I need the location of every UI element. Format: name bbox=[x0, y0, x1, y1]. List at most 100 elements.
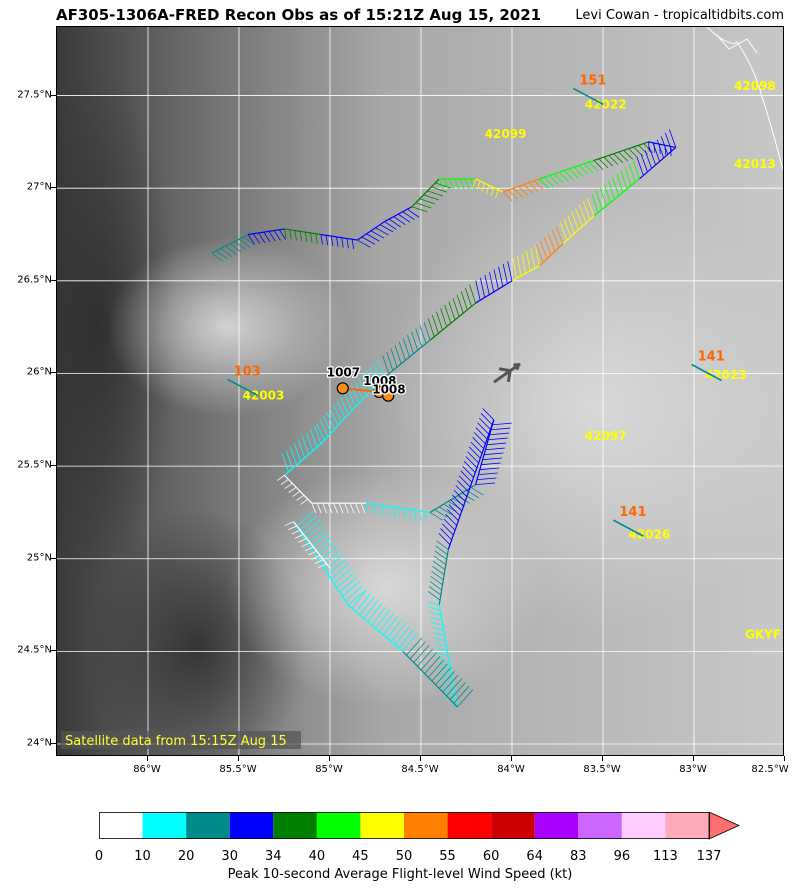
wind-barb bbox=[402, 632, 418, 652]
wind-barb bbox=[477, 422, 490, 435]
wind-barb bbox=[598, 158, 609, 169]
wind-barb bbox=[648, 146, 656, 166]
wind-barb bbox=[485, 447, 505, 451]
wind-barb bbox=[216, 250, 228, 260]
track-segment bbox=[593, 141, 649, 161]
wind-barb bbox=[593, 160, 604, 170]
track-segment bbox=[593, 178, 640, 217]
track-segment bbox=[447, 419, 495, 550]
wind-barb bbox=[234, 241, 246, 251]
track-segment bbox=[284, 228, 321, 236]
wind-barb bbox=[442, 688, 455, 693]
colorbar-bin bbox=[491, 812, 535, 839]
wind-barb bbox=[342, 581, 361, 597]
wind-barb bbox=[668, 129, 677, 148]
wind-barb bbox=[513, 187, 523, 198]
lon-tick-label: 83°W bbox=[679, 764, 707, 775]
wind-barb bbox=[457, 689, 474, 708]
wind-barb bbox=[355, 503, 360, 514]
wind-barb bbox=[478, 472, 498, 476]
wind-barb bbox=[296, 494, 305, 501]
wind-barb bbox=[475, 482, 496, 486]
wind-barb bbox=[493, 269, 499, 290]
lat-tick-mark bbox=[51, 372, 56, 374]
colorbar-bin bbox=[316, 812, 361, 839]
lat-tick-label: 24.5°N bbox=[17, 644, 52, 656]
wind-barb bbox=[582, 201, 591, 220]
wind-barb bbox=[476, 477, 497, 481]
wind-barb bbox=[420, 652, 437, 671]
station-wind-barb bbox=[613, 519, 644, 537]
lon-tick-mark bbox=[420, 756, 421, 761]
wind-barb bbox=[518, 186, 529, 196]
wind-barb bbox=[363, 599, 379, 619]
wind-barb bbox=[512, 258, 517, 279]
track-segment bbox=[284, 443, 322, 476]
wind-barb bbox=[424, 656, 441, 674]
wind-barb bbox=[284, 482, 293, 489]
wind-barb bbox=[616, 173, 624, 193]
lat-tick-label: 27°N bbox=[26, 181, 52, 193]
wind-barb bbox=[460, 291, 468, 310]
colorbar-bin bbox=[99, 812, 143, 839]
wind-barb bbox=[403, 508, 406, 519]
wind-barb bbox=[430, 575, 443, 586]
wind-barb bbox=[579, 204, 587, 224]
colorbar-bin bbox=[534, 812, 579, 839]
wind-barb bbox=[479, 467, 500, 471]
colorbar-bin bbox=[665, 812, 709, 839]
wind-barb bbox=[435, 545, 448, 555]
wind-barb bbox=[439, 667, 452, 672]
wind-barb bbox=[507, 189, 518, 200]
wind-barb bbox=[442, 674, 459, 693]
wind-barb bbox=[258, 232, 266, 243]
track-segment bbox=[648, 141, 676, 149]
wind-barb bbox=[344, 393, 353, 411]
wind-barb bbox=[479, 277, 486, 298]
lon-tick-label: 84.5°W bbox=[401, 764, 439, 775]
wind-barb bbox=[460, 470, 473, 483]
wind-barb bbox=[355, 593, 371, 612]
wind-barb bbox=[300, 498, 309, 505]
wind-barb bbox=[440, 308, 448, 327]
wind-barb bbox=[464, 178, 470, 190]
wind-barb bbox=[539, 178, 549, 189]
wind-barb bbox=[314, 559, 324, 564]
wind-barb bbox=[438, 506, 452, 515]
wind-barb bbox=[387, 506, 390, 517]
wind-barb bbox=[291, 529, 301, 535]
wind-barb bbox=[573, 166, 584, 177]
wind-barb bbox=[427, 318, 435, 337]
wind-barb bbox=[308, 550, 317, 556]
credit-text: Levi Cowan - tropicaltidbits.com bbox=[575, 8, 784, 23]
wind-barb bbox=[288, 525, 298, 531]
track-segment bbox=[639, 146, 677, 180]
station-id-label: 42097 bbox=[585, 429, 627, 443]
lon-tick-label: 85.5°W bbox=[219, 764, 257, 775]
wind-barb bbox=[397, 507, 401, 518]
wind-barb bbox=[603, 183, 611, 203]
center-fix-marker bbox=[382, 389, 395, 402]
wind-barb bbox=[369, 367, 378, 385]
wind-barb bbox=[313, 537, 332, 553]
wind-barb bbox=[278, 229, 287, 240]
wind-barb bbox=[489, 432, 510, 436]
wind-barb bbox=[407, 335, 414, 354]
wind-barb bbox=[316, 423, 325, 441]
pressure-value: 1008 bbox=[363, 374, 396, 388]
wind-barb bbox=[341, 237, 344, 248]
wind-barb bbox=[583, 163, 594, 174]
track-segment bbox=[539, 159, 595, 180]
lon-tick-label: 84°W bbox=[497, 764, 525, 775]
wind-barb bbox=[595, 190, 603, 210]
wind-barb bbox=[443, 693, 456, 698]
lat-tick-mark bbox=[51, 557, 56, 559]
wind-barb bbox=[656, 139, 665, 159]
map-canvas: 42099 42098 42013 42022 42003 42023 42097 42026… bbox=[57, 27, 783, 755]
wind-barb bbox=[603, 156, 614, 167]
wind-barb bbox=[394, 626, 410, 646]
wind-barb bbox=[470, 441, 483, 454]
lat-tick-mark bbox=[51, 743, 56, 745]
wind-barb bbox=[284, 521, 294, 526]
wind-barb bbox=[346, 238, 349, 249]
